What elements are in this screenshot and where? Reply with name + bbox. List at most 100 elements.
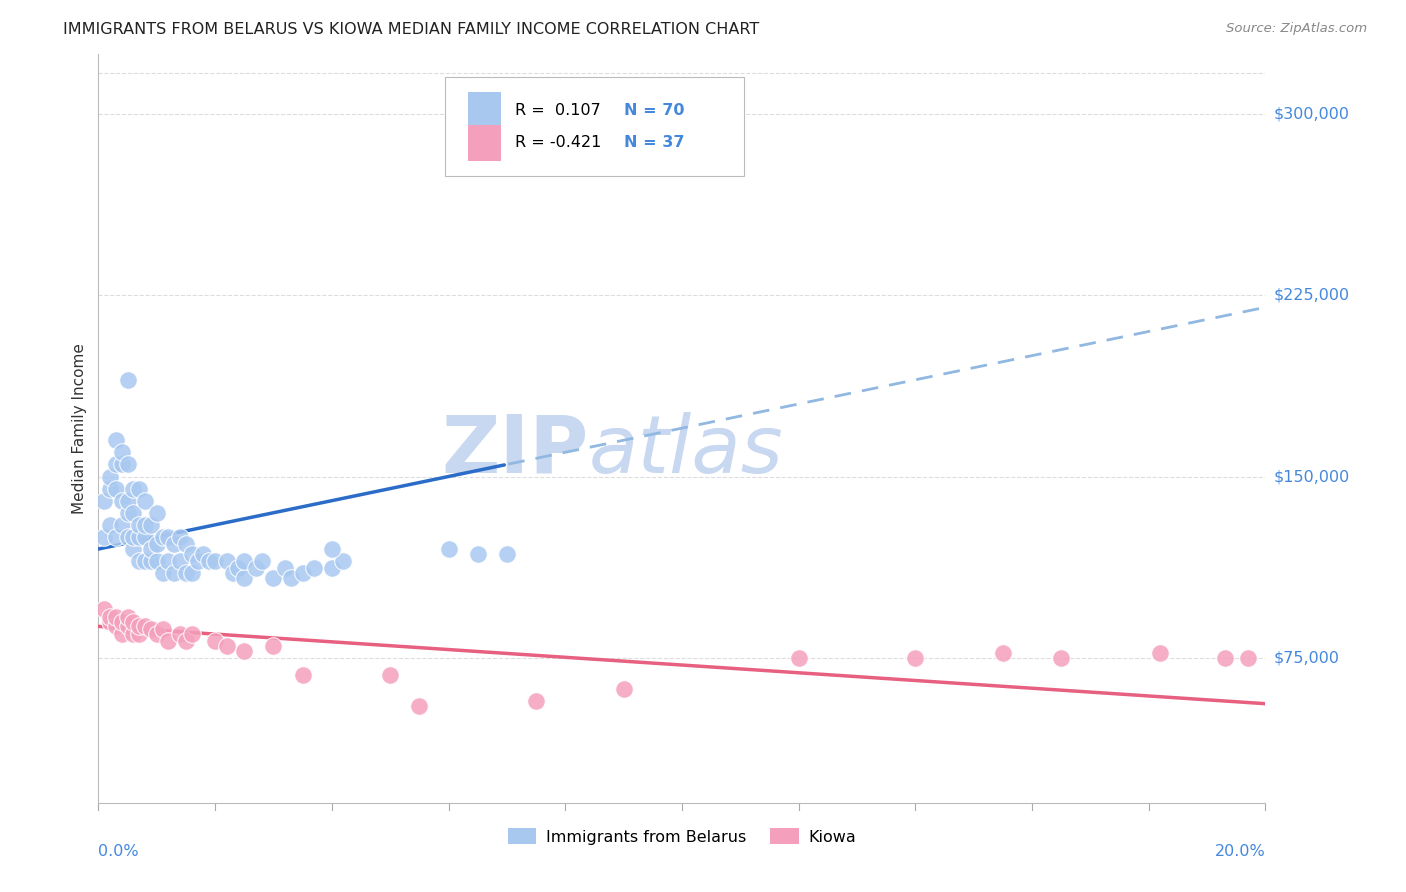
Point: [128, 626, 150, 640]
Text: atlas: atlas: [589, 411, 783, 490]
Point: [111, 615, 134, 629]
Point: [122, 530, 145, 544]
Text: $300,000: $300,000: [1274, 106, 1350, 121]
Point: [180, 566, 202, 581]
Point: [291, 667, 314, 681]
Point: [280, 571, 302, 585]
Point: [117, 506, 139, 520]
Point: [146, 537, 169, 551]
Point: [524, 694, 547, 708]
Point: [221, 566, 243, 581]
Point: [157, 633, 180, 648]
Point: [152, 622, 174, 636]
Point: [1213, 650, 1236, 665]
Point: [98, 615, 121, 629]
Point: [134, 493, 156, 508]
Point: [233, 571, 256, 585]
Point: [122, 626, 145, 640]
Bar: [468, 93, 501, 128]
Point: [321, 541, 343, 556]
Point: [104, 434, 127, 448]
Point: [146, 506, 169, 520]
Point: [262, 639, 284, 653]
Point: [104, 609, 127, 624]
Point: [233, 554, 256, 568]
Point: [134, 554, 156, 568]
Point: [1237, 650, 1260, 665]
Point: [180, 626, 202, 640]
Point: [174, 633, 197, 648]
Text: R = -0.421: R = -0.421: [515, 136, 602, 150]
Point: [104, 619, 127, 633]
Text: R =  0.107: R = 0.107: [515, 103, 600, 118]
Text: $150,000: $150,000: [1274, 469, 1350, 484]
Point: [163, 537, 186, 551]
Point: [134, 619, 156, 633]
Point: [174, 566, 197, 581]
Point: [228, 561, 250, 575]
Text: 20.0%: 20.0%: [1215, 844, 1265, 859]
FancyBboxPatch shape: [446, 78, 744, 176]
Text: Source: ZipAtlas.com: Source: ZipAtlas.com: [1226, 22, 1367, 36]
Point: [117, 609, 139, 624]
Point: [991, 646, 1014, 660]
Point: [215, 639, 238, 653]
Point: [169, 530, 191, 544]
Point: [111, 493, 134, 508]
Text: N = 37: N = 37: [624, 136, 685, 150]
Point: [98, 469, 121, 483]
Y-axis label: Median Family Income: Median Family Income: [72, 343, 87, 514]
Point: [122, 615, 145, 629]
Point: [104, 482, 127, 496]
Point: [117, 493, 139, 508]
Point: [152, 530, 174, 544]
Point: [117, 530, 139, 544]
Text: N = 70: N = 70: [624, 103, 685, 118]
Point: [111, 458, 134, 472]
Text: ZIP: ZIP: [441, 411, 589, 490]
Bar: [468, 125, 501, 161]
Point: [128, 554, 150, 568]
Point: [332, 554, 354, 568]
Point: [93, 602, 115, 616]
Point: [122, 541, 145, 556]
Point: [1149, 646, 1171, 660]
Point: [380, 667, 402, 681]
Text: IMMIGRANTS FROM BELARUS VS KIOWA MEDIAN FAMILY INCOME CORRELATION CHART: IMMIGRANTS FROM BELARUS VS KIOWA MEDIAN …: [63, 22, 759, 37]
Point: [111, 517, 134, 532]
Point: [437, 541, 460, 556]
Point: [787, 650, 810, 665]
Point: [139, 541, 162, 556]
Text: 0.0%: 0.0%: [98, 844, 139, 859]
Point: [274, 561, 297, 575]
Legend: Immigrants from Belarus, Kiowa: Immigrants from Belarus, Kiowa: [501, 822, 863, 851]
Point: [187, 554, 209, 568]
Point: [204, 633, 226, 648]
Point: [93, 530, 115, 544]
Point: [98, 609, 121, 624]
Point: [128, 482, 150, 496]
Point: [250, 554, 273, 568]
Point: [152, 566, 174, 581]
Point: [163, 566, 186, 581]
Point: [146, 554, 169, 568]
Point: [122, 506, 145, 520]
Text: $225,000: $225,000: [1274, 288, 1350, 302]
Point: [134, 530, 156, 544]
Point: [169, 626, 191, 640]
Point: [157, 554, 180, 568]
Point: [157, 530, 180, 544]
Point: [98, 482, 121, 496]
Point: [321, 561, 343, 575]
Point: [198, 554, 221, 568]
Point: [408, 699, 430, 714]
Point: [146, 626, 169, 640]
Point: [117, 458, 139, 472]
Point: [233, 643, 256, 657]
Point: [291, 566, 314, 581]
Point: [104, 458, 127, 472]
Point: [111, 445, 134, 459]
Point: [111, 626, 134, 640]
Point: [98, 517, 121, 532]
Point: [139, 622, 162, 636]
